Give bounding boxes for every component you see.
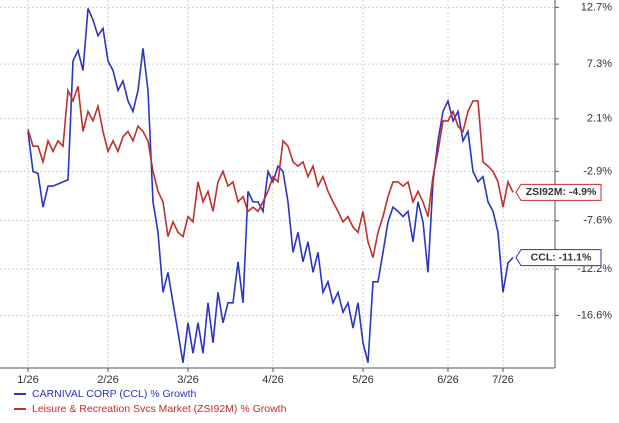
x-tick-label: 1/26 [17, 374, 38, 386]
x-tick-label: 7/26 [492, 374, 513, 386]
end-label-box [515, 183, 602, 201]
y-tick-label: -7.6% [583, 215, 612, 227]
legend-label: CARNIVAL CORP (CCL) % Growth [32, 388, 196, 400]
end-label: ZSI92M: -4.9% [526, 186, 597, 198]
line-series [27, 85, 514, 258]
x-tick-label: 6/26 [437, 374, 458, 386]
end-label: CCL: -11.1% [531, 251, 592, 263]
y-tick-label: 7.3% [587, 58, 612, 70]
legend-label: Leisure & Recreation Svcs Market (ZSI92M… [32, 403, 287, 415]
x-tick-label: 3/26 [177, 374, 198, 386]
x-tick-label: 4/26 [262, 374, 283, 386]
x-tick-label: 5/26 [352, 374, 373, 386]
y-tick-label: -2.9% [583, 165, 612, 177]
y-tick-label: 2.1% [587, 113, 612, 125]
x-tick-label: 2/26 [97, 374, 118, 386]
y-tick-label: 12.7% [581, 1, 612, 13]
end-label-box [515, 249, 602, 267]
line-series [27, 8, 514, 363]
y-tick-label: -16.6% [577, 309, 612, 321]
